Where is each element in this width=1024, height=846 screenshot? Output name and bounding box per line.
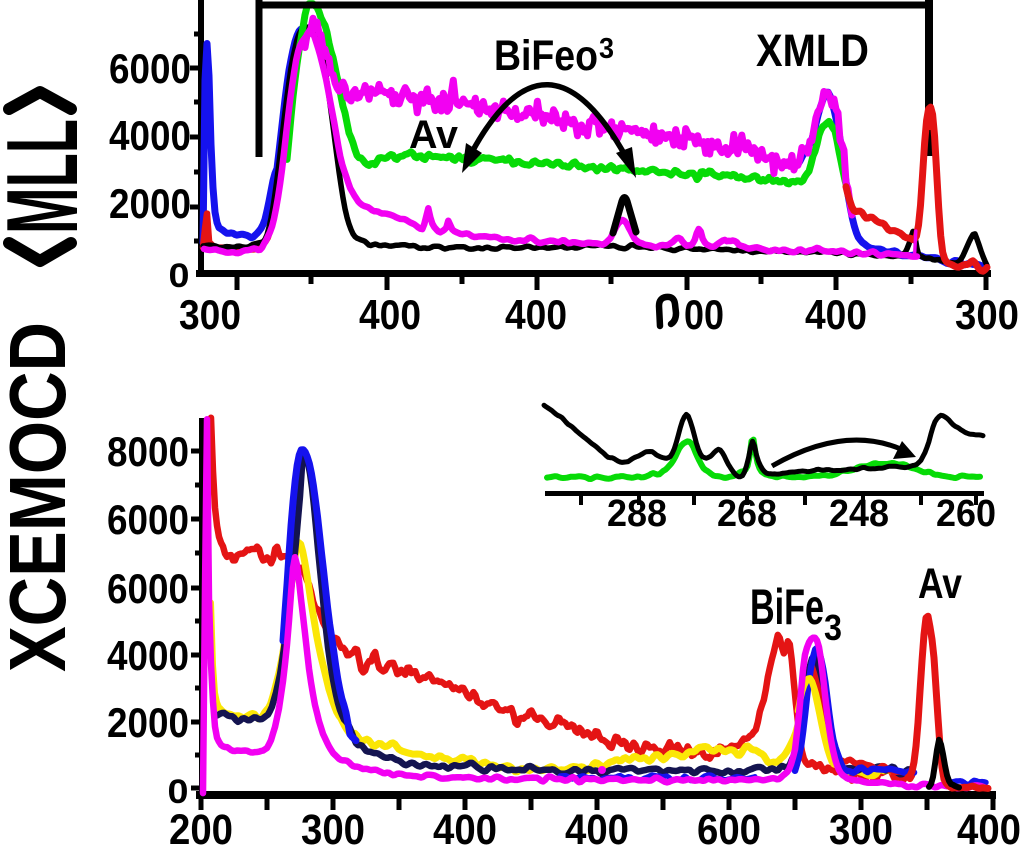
svg-text:300: 300	[179, 291, 241, 338]
svg-text:4000: 4000	[109, 112, 191, 159]
svg-text:268: 268	[717, 493, 777, 535]
svg-text:400: 400	[359, 291, 421, 338]
svg-text:288: 288	[607, 493, 667, 535]
svg-text:00: 00	[684, 291, 724, 338]
svg-text:XMLD: XMLD	[756, 25, 869, 76]
svg-text:6000: 6000	[107, 565, 189, 612]
svg-text:Av: Av	[918, 560, 962, 608]
svg-text:0: 0	[169, 257, 190, 295]
svg-text:XCEMOCD: XCEMOCD	[0, 322, 82, 672]
svg-text:6000: 6000	[109, 45, 191, 92]
svg-text:BiFeo: BiFeo	[494, 32, 598, 80]
svg-text:0: 0	[168, 773, 189, 811]
svg-text:3: 3	[824, 607, 842, 648]
svg-text:BiFe: BiFe	[750, 579, 824, 635]
svg-text:MLL: MLL	[0, 119, 99, 234]
svg-text:300: 300	[829, 806, 893, 846]
svg-text:Av: Av	[409, 113, 459, 157]
svg-text:6000: 6000	[107, 496, 189, 543]
svg-text:200: 200	[169, 806, 233, 846]
svg-text:400: 400	[565, 806, 629, 846]
svg-text:400: 400	[505, 291, 567, 338]
svg-text:600: 600	[697, 806, 761, 846]
svg-text:8000: 8000	[107, 428, 189, 475]
svg-text:3: 3	[599, 33, 614, 65]
svg-text:400: 400	[433, 806, 497, 846]
svg-text:300: 300	[301, 806, 365, 846]
svg-text:260: 260	[936, 493, 996, 535]
svg-text:4000: 4000	[107, 632, 189, 679]
svg-text:400: 400	[957, 806, 1021, 846]
svg-text:248: 248	[829, 493, 889, 535]
svg-text:2000: 2000	[107, 699, 189, 746]
svg-text:400: 400	[805, 291, 867, 338]
svg-text:300: 300	[955, 291, 1019, 338]
svg-text:2000: 2000	[109, 180, 191, 227]
